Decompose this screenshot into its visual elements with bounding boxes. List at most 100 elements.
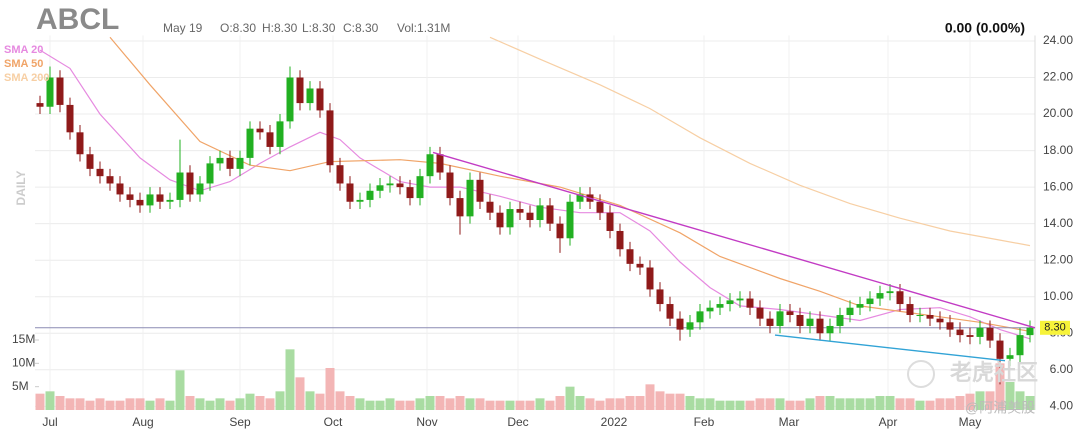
candle-body [866, 298, 874, 305]
volume-bar [195, 398, 205, 410]
volume-bar [495, 400, 505, 410]
volume-bar [705, 398, 715, 410]
volume-bar [115, 400, 125, 410]
volume-bar [915, 400, 925, 410]
volume-bar [405, 400, 415, 410]
candle-body [96, 168, 104, 177]
volume-bar [345, 396, 355, 410]
volume-bar [855, 398, 865, 410]
candle-body [576, 194, 584, 202]
candle-body [226, 157, 234, 169]
legend-entry: SMA 200 [4, 72, 49, 84]
info-open: O:8.30 [220, 21, 256, 35]
volume-bar [775, 398, 785, 410]
candle-body [46, 77, 54, 107]
candle-body [256, 128, 264, 133]
volume-bar [835, 398, 845, 410]
candle-body [236, 157, 244, 169]
volume-bar [795, 400, 805, 410]
candle-body [366, 190, 374, 200]
x-tick-label: Apr [879, 415, 898, 429]
candle-body [336, 165, 344, 184]
volume-bar [935, 398, 945, 410]
volume-bar [875, 396, 885, 410]
volume-bar [545, 400, 555, 410]
volume-bar [975, 391, 985, 410]
candle-body [216, 157, 224, 164]
volume-bar [335, 391, 345, 410]
x-tick-label: May [959, 415, 982, 429]
candle-body [766, 318, 774, 326]
candle-body [476, 179, 484, 202]
volume-tick-label: 15M [12, 332, 35, 346]
candle-body [616, 230, 624, 250]
candle-body [196, 183, 204, 195]
volume-bar [515, 400, 525, 410]
y-tick-label: 14.00 [1043, 216, 1073, 230]
volume-bar [55, 396, 65, 410]
candle-body [816, 318, 824, 334]
candle-body [396, 183, 404, 188]
volume-bar [445, 398, 455, 410]
volume-bar [95, 398, 105, 410]
volume-bar [425, 396, 435, 410]
candle-body [636, 263, 644, 268]
volume-tick-label: 10M [12, 356, 35, 370]
volume-bar [635, 396, 645, 410]
candle-body [726, 300, 734, 305]
candle-body [846, 307, 854, 316]
volume-bar [465, 398, 475, 410]
candle-body [706, 307, 714, 312]
candle-body [526, 212, 534, 221]
candle-body [746, 298, 754, 308]
candle-body [916, 315, 924, 317]
candle-body [596, 201, 604, 213]
volume-bar [595, 400, 605, 410]
candle-body [666, 304, 674, 319]
info-high: H:8.30 [262, 21, 298, 35]
volume-bar [485, 400, 495, 410]
candle-body [786, 311, 794, 316]
symbol: ABCL [36, 3, 119, 36]
candle-body [466, 179, 474, 217]
last-price-label: 8.30 [1044, 322, 1065, 334]
candle-body [886, 291, 894, 294]
volume-bar [805, 398, 815, 410]
candle-body [606, 212, 614, 231]
candle-body [266, 132, 274, 147]
candle-body [86, 154, 94, 169]
candle-body [936, 318, 944, 323]
candle-body [546, 205, 554, 224]
plot: 4.006.008.0010.0012.0014.0016.0018.0020.… [4, 33, 1073, 429]
volume-bar [615, 398, 625, 410]
y-tick-label: 6.00 [1050, 362, 1074, 376]
volume-bar [735, 400, 745, 410]
candle-body [456, 198, 464, 217]
legend-entry: SMA 50 [4, 58, 43, 70]
candle-body [626, 249, 634, 264]
candle-body [686, 322, 694, 330]
candle-body [206, 163, 214, 184]
candle-body [676, 318, 684, 330]
volume-bar [165, 400, 175, 410]
volume-bar [215, 398, 225, 410]
sma-line [109, 36, 1031, 332]
volume-bar [665, 393, 675, 410]
candle-body [116, 183, 124, 195]
x-tick-label: Sep [229, 415, 251, 429]
volume-bar [605, 398, 615, 410]
candle-body [246, 128, 254, 158]
info-low: L:8.30 [302, 21, 336, 35]
trendline [432, 151, 1036, 329]
volume-bar [315, 393, 325, 410]
candle-body [536, 205, 544, 221]
candle-body [976, 327, 984, 337]
candle-body [126, 194, 134, 200]
volume-bar [765, 398, 775, 410]
volume-bar [385, 398, 395, 410]
volume-bar [995, 363, 1005, 410]
volume-bar [985, 391, 995, 410]
volume-bar [645, 384, 655, 410]
volume-bar [265, 398, 275, 410]
